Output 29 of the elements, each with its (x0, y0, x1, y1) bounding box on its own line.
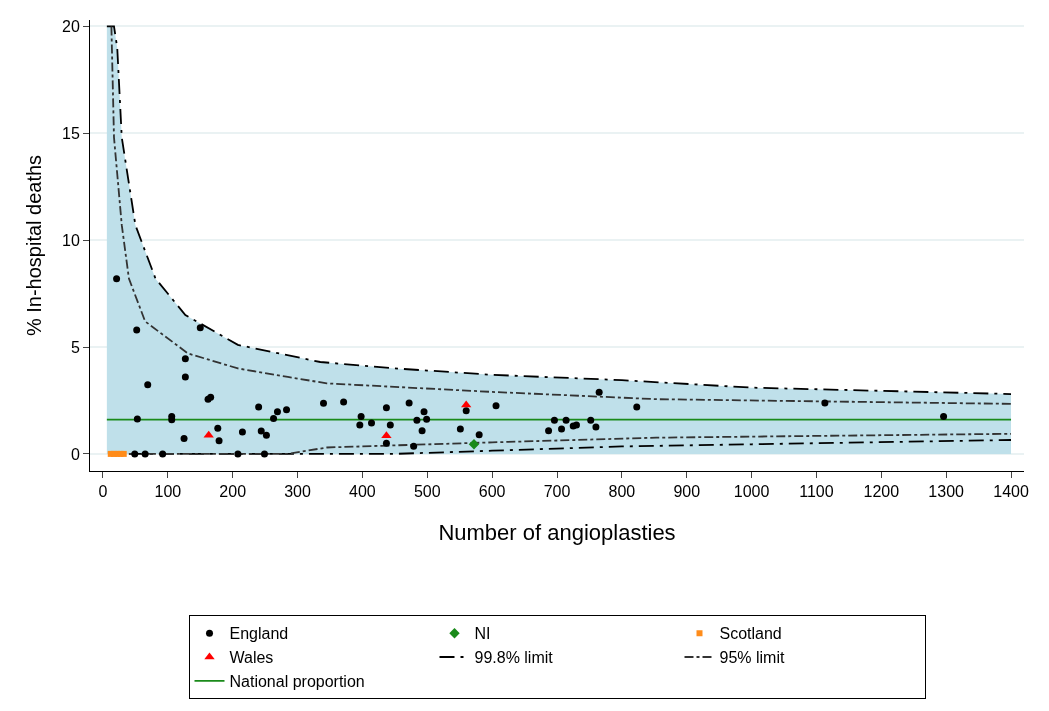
legend-label: 99.8% limit (474, 649, 554, 667)
x-tick-label: 400 (349, 483, 376, 501)
x-tick-label: 200 (219, 483, 247, 501)
y-tick-label: 5 (70, 338, 80, 356)
legend-label: Scotland (719, 625, 782, 643)
legend-label: National proportion (229, 673, 365, 691)
legend-label: 95% limit (719, 649, 785, 667)
x-tick-label: 1200 (863, 483, 900, 501)
x-tick-label: 600 (478, 483, 506, 501)
x-axis-title: Number of angioplasties (438, 520, 676, 546)
x-tick-label: 1400 (993, 483, 1029, 501)
x-tick-label: 100 (154, 483, 182, 501)
y-tick-label: 15 (62, 124, 80, 142)
legend-label: Wales (229, 649, 274, 667)
x-tick-label: 500 (413, 483, 441, 501)
legend-label: England (229, 625, 289, 643)
x-tick-label: 0 (98, 483, 108, 501)
legend-label: NI (474, 625, 491, 643)
y-tick-label: 0 (70, 445, 80, 463)
x-tick-label: 900 (673, 483, 701, 501)
x-tick-label: 800 (608, 483, 636, 501)
x-tick-label: 700 (543, 483, 571, 501)
y-axis-title: % In-hospital deaths (22, 154, 45, 337)
x-tick-label: 1100 (799, 483, 834, 501)
x-tick-label: 1000 (733, 483, 770, 501)
x-tick-label: 300 (284, 483, 312, 501)
y-tick-label: 20 (62, 18, 80, 36)
y-tick-label: 10 (62, 231, 80, 249)
x-tick-label: 1300 (928, 483, 965, 501)
